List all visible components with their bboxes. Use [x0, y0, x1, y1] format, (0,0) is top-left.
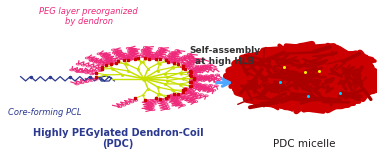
- Text: Core-forming PCL: Core-forming PCL: [8, 108, 81, 117]
- Circle shape: [234, 49, 373, 107]
- Text: Self-assembly
at high HLB: Self-assembly at high HLB: [189, 46, 260, 66]
- Text: Highly PEGylated Dendron-Coil
(PDC): Highly PEGylated Dendron-Coil (PDC): [33, 127, 203, 149]
- Text: PDC micelle: PDC micelle: [273, 139, 335, 149]
- Text: PEG layer preorganized
by dendron: PEG layer preorganized by dendron: [39, 7, 138, 26]
